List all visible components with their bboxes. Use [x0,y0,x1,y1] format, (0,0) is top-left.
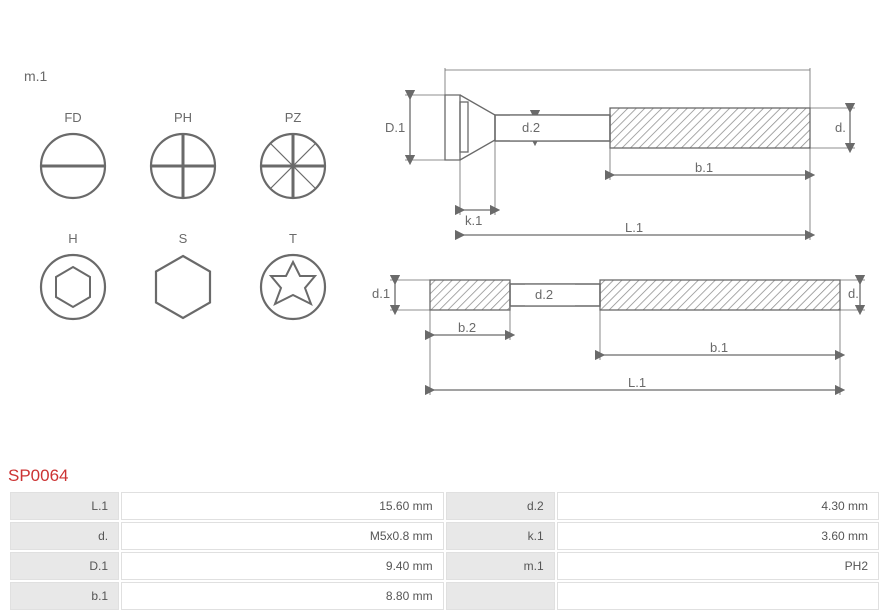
dim-b2: b.2 [458,320,476,335]
diagram-area: m.1 FD PH PZ [0,0,889,440]
drive-label: T [248,231,338,246]
drive-label: FD [28,110,118,125]
dim-b1b: b.1 [710,340,728,355]
spec-value: 3.60 mm [557,522,879,550]
screw-countersunk: D.1 d.2 d. k.1 b.1 [385,68,855,240]
drive-row-1: FD PH PZ [28,110,338,201]
drive-s: S [138,231,228,322]
hex-socket-icon [38,252,108,322]
spec-value: PH2 [557,552,879,580]
phillips-icon [148,131,218,201]
dim-D1: D.1 [385,120,405,135]
drive-h: H [28,231,118,322]
spec-label: L.1 [10,492,119,520]
drive-row-2: H S T [28,231,338,322]
dim-k1: k.1 [465,213,482,228]
spec-value: 9.40 mm [121,552,444,580]
drive-pz: PZ [248,110,338,201]
spec-value: 8.80 mm [121,582,444,610]
spec-label: m.1 [446,552,555,580]
spec-label: D.1 [10,552,119,580]
spec-label: b.1 [10,582,119,610]
table-row: L.1 15.60 mm d.2 4.30 mm [10,492,879,520]
flat-slot-icon [38,131,108,201]
spec-value: M5x0.8 mm [121,522,444,550]
drive-ph: PH [138,110,228,201]
table-row: d. M5x0.8 mm k.1 3.60 mm [10,522,879,550]
drive-label: S [138,231,228,246]
spec-label [446,582,555,610]
drive-fd: FD [28,110,118,201]
dim-d2: d.2 [522,120,540,135]
screw-stud: d.1 d.2 d. b.2 b.1 [372,280,865,395]
table-row: D.1 9.40 mm m.1 PH2 [10,552,879,580]
drive-t: T [248,231,338,322]
hex-external-icon [148,252,218,322]
drive-label: PZ [248,110,338,125]
dim-d: d. [835,120,846,135]
spec-label: d. [10,522,119,550]
spec-table: L.1 15.60 mm d.2 4.30 mm d. M5x0.8 mm k.… [8,490,881,612]
screw-diagrams: D.1 d.2 d. k.1 b.1 [370,60,870,420]
screw-svg: D.1 d.2 d. k.1 b.1 [370,60,870,420]
drive-label: PH [138,110,228,125]
spec-value: 4.30 mm [557,492,879,520]
dim-b1: b.1 [695,160,713,175]
figure-label: m.1 [24,68,47,84]
drive-label: H [28,231,118,246]
spec-value: 15.60 mm [121,492,444,520]
drive-type-grid: FD PH PZ H [28,110,338,352]
torx-icon [258,252,328,322]
table-row: b.1 8.80 mm [10,582,879,610]
spec-value [557,582,879,610]
dim-d2b: d.2 [535,287,553,302]
part-code: SP0064 [8,466,69,486]
spec-label: k.1 [446,522,555,550]
spec-label: d.2 [446,492,555,520]
pozidriv-icon [258,131,328,201]
dim-L1b: L.1 [628,375,646,390]
dim-d1b: d.1 [372,286,390,301]
dim-L1: L.1 [625,220,643,235]
dim-db: d. [848,286,859,301]
